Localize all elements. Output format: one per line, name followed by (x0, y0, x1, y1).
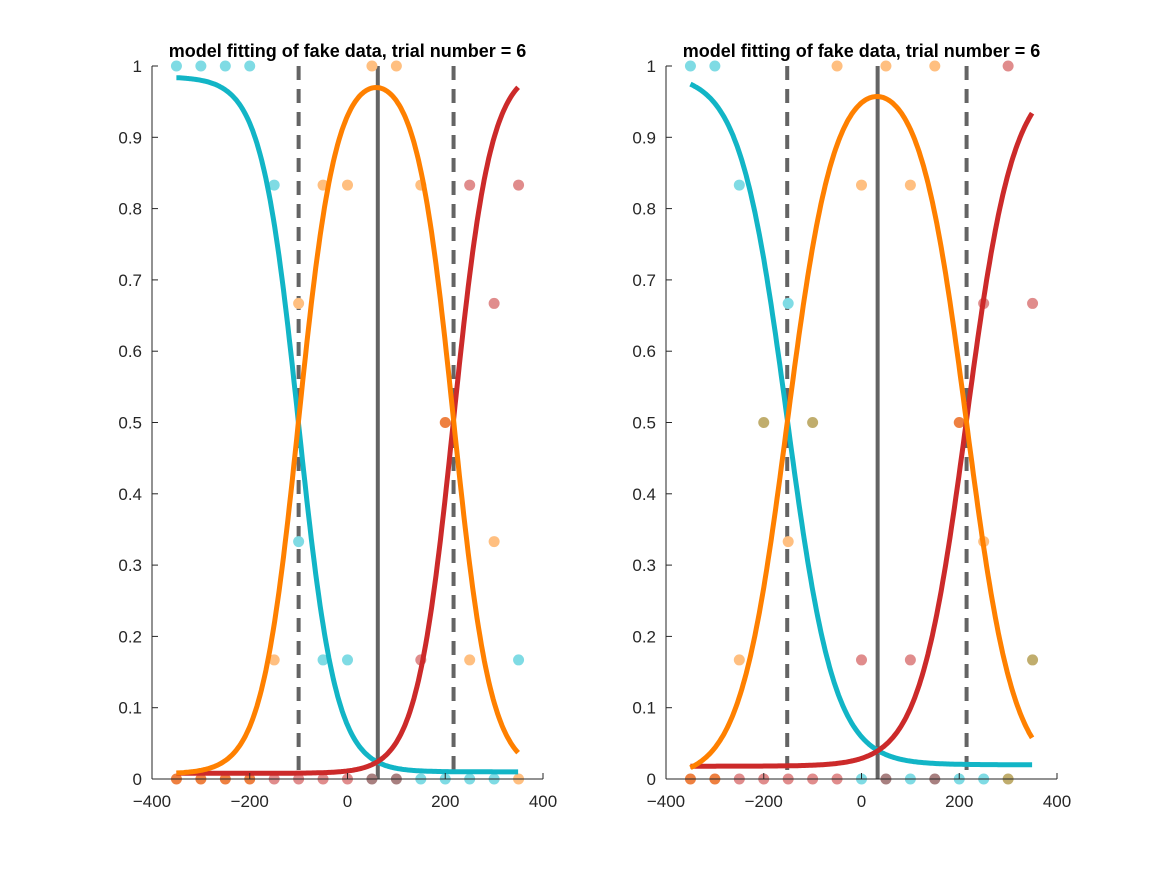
y-tick-label: 1 (647, 57, 656, 76)
data-point (488, 297, 500, 309)
y-tick-label: 0.2 (118, 627, 142, 646)
data-point (366, 60, 378, 72)
data-point (464, 179, 476, 191)
x-tick-label: −400 (133, 792, 171, 811)
x-tick-label: −200 (745, 792, 783, 811)
data-point (219, 60, 231, 72)
data-point (904, 179, 916, 191)
y-tick-label: 0.5 (118, 414, 142, 433)
y-tick-label: 0.5 (632, 414, 656, 433)
data-point (342, 179, 353, 191)
y-tick-label: 0 (133, 770, 142, 789)
y-tick-label: 1 (133, 57, 142, 76)
y-tick-label: 0.6 (118, 342, 142, 361)
y-tick-label: 0.7 (118, 271, 142, 290)
data-point (807, 417, 819, 428)
data-point (1027, 297, 1039, 309)
cyan-fit-curve (175, 75, 520, 775)
data-point (856, 654, 867, 666)
data-point (244, 60, 256, 72)
data-point (464, 654, 476, 666)
data-point (880, 60, 892, 72)
chart-title: model fitting of fake data, trial number… (169, 41, 527, 61)
data-point (758, 417, 770, 428)
y-tick-label: 0.8 (632, 200, 656, 219)
y-tick-label: 0.7 (632, 271, 656, 290)
data-point (953, 417, 965, 428)
data-point (293, 536, 305, 548)
data-point (342, 654, 353, 666)
data-point (782, 297, 794, 309)
y-tick-label: 0.9 (632, 128, 656, 147)
y-tick-label: 0 (647, 770, 656, 789)
y-tick-label: 0.8 (118, 200, 142, 219)
data-point (929, 60, 941, 72)
data-point (1027, 654, 1039, 666)
data-point (513, 179, 525, 191)
y-tick-label: 0.3 (632, 556, 656, 575)
data-point (390, 60, 402, 72)
data-point (1002, 60, 1014, 72)
data-point (513, 654, 525, 666)
x-tick-label: 200 (945, 792, 973, 811)
data-point (170, 60, 182, 72)
data-point (733, 654, 745, 666)
x-tick-label: −400 (647, 792, 685, 811)
subplot-panels: model fitting of fake data, trial number… (118, 41, 1071, 811)
data-point (856, 179, 867, 191)
cyan-fit-curve (689, 81, 1034, 768)
data-point (782, 536, 794, 548)
x-tick-label: 0 (343, 792, 352, 811)
red-fit-curve (689, 111, 1035, 769)
data-point (268, 179, 280, 191)
x-tick-label: 0 (857, 792, 866, 811)
x-tick-label: 400 (1043, 792, 1071, 811)
red-fit-curve (175, 85, 520, 776)
x-tick-label: 200 (431, 792, 459, 811)
data-point (293, 297, 305, 309)
plot-area (684, 60, 1039, 785)
data-point (317, 654, 329, 666)
y-tick-label: 0.2 (632, 627, 656, 646)
plot-area (170, 60, 525, 785)
data-point (268, 654, 280, 666)
y-tick-label: 0.1 (632, 699, 656, 718)
data-point (488, 536, 500, 548)
chart-title: model fitting of fake data, trial number… (683, 41, 1041, 61)
x-tick-label: −200 (231, 792, 269, 811)
y-tick-label: 0.4 (632, 485, 656, 504)
y-tick-label: 0.3 (118, 556, 142, 575)
data-point (684, 60, 696, 72)
orange-fit-curve (175, 85, 520, 776)
y-tick-label: 0.4 (118, 485, 142, 504)
y-tick-label: 0.9 (118, 128, 142, 147)
y-tick-label: 0.6 (632, 342, 656, 361)
subplot-1: model fitting of fake data, trial number… (118, 41, 557, 811)
subplot-2: model fitting of fake data, trial number… (632, 41, 1071, 811)
data-point (733, 179, 745, 191)
data-point (195, 60, 207, 72)
data-point (831, 60, 843, 72)
data-point (904, 654, 916, 666)
data-point (439, 417, 451, 428)
x-tick-label: 400 (529, 792, 557, 811)
data-point (709, 60, 721, 72)
y-tick-label: 0.1 (118, 699, 142, 718)
orange-fit-curve (689, 94, 1035, 770)
